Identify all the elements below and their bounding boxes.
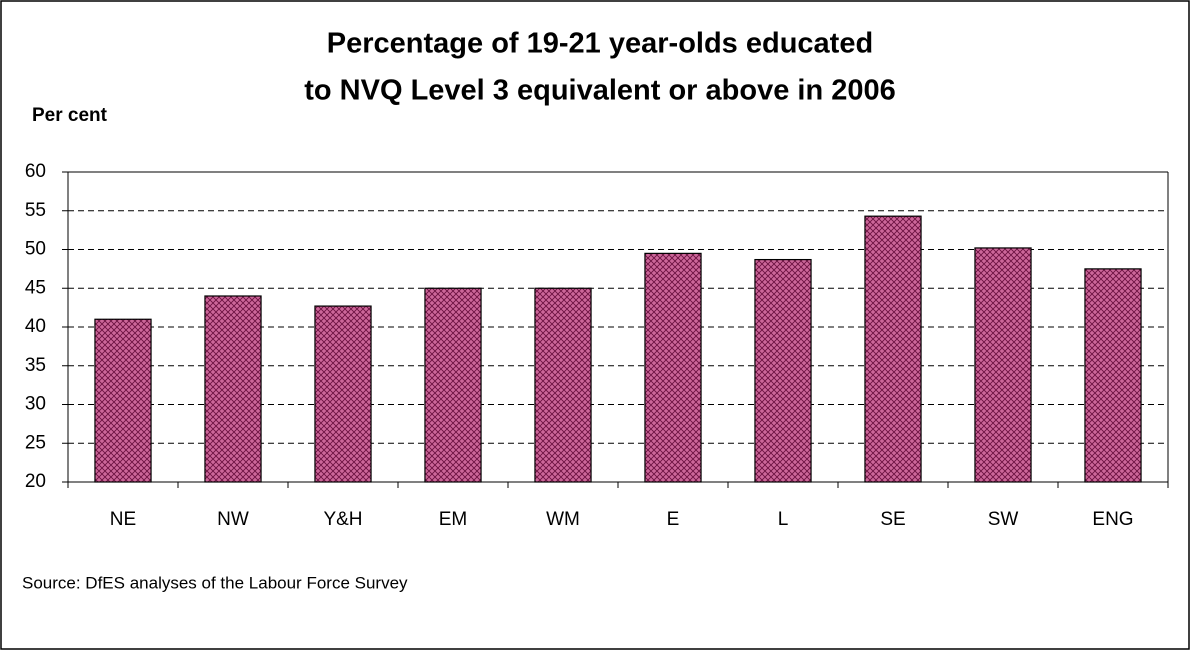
x-tick-label: EM — [439, 509, 468, 530]
x-tick-label: SE — [880, 509, 905, 530]
chart-title: Percentage of 19-21 year-olds educated — [327, 28, 873, 60]
bar — [534, 287, 592, 483]
y-tick-label: 20 — [25, 471, 46, 492]
bar — [644, 252, 702, 483]
bar — [94, 318, 152, 483]
y-tick-label: 35 — [25, 355, 46, 376]
y-tick-label: 30 — [25, 394, 46, 415]
source-note: Source: DfES analyses of the Labour Forc… — [22, 573, 408, 592]
x-tick-label: E — [667, 509, 680, 530]
bar — [204, 295, 262, 483]
bar — [424, 287, 482, 483]
bar — [974, 247, 1032, 483]
y-tick-label: 55 — [25, 200, 46, 221]
bar — [314, 305, 372, 483]
x-tick-label: NW — [217, 509, 249, 530]
y-tick-label: 25 — [25, 432, 46, 453]
bar — [1084, 268, 1142, 483]
y-tick-label: 40 — [25, 316, 46, 337]
x-tick-label: NE — [110, 509, 136, 530]
y-tick-label: 45 — [25, 277, 46, 298]
y-tick-label: 50 — [25, 239, 46, 260]
x-tick-label: WM — [546, 509, 580, 530]
bar — [754, 258, 812, 483]
x-tick-label: Y&H — [323, 509, 362, 530]
y-axis-label: Per cent — [32, 105, 108, 126]
x-tick-label: SW — [988, 509, 1019, 530]
chart-title: to NVQ Level 3 equivalent or above in 20… — [304, 75, 895, 107]
bar — [864, 215, 922, 483]
x-tick-label: ENG — [1092, 509, 1133, 530]
y-tick-label: 60 — [25, 161, 46, 182]
x-tick-label: L — [778, 509, 789, 530]
